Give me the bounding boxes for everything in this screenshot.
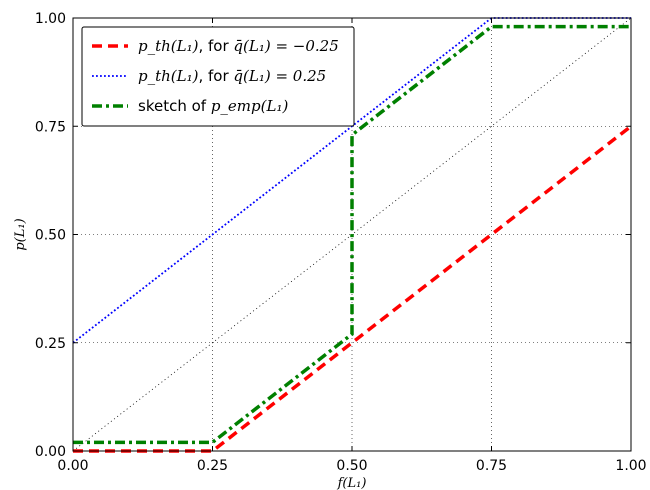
legend-entry-red: p_th(L₁), for q̄(L₁) = −0.25 bbox=[92, 37, 339, 55]
y-tick-label: 1.00 bbox=[35, 11, 66, 27]
y-tick-label: 0.00 bbox=[35, 444, 66, 460]
legend-label-blue: p_th(L₁), for q̄(L₁) = 0.25 bbox=[138, 67, 326, 85]
legend-box bbox=[81, 26, 355, 127]
y-tick-label: 0.25 bbox=[35, 336, 66, 352]
x-tick-label: 0.00 bbox=[57, 458, 88, 474]
x-tick-label: 0.75 bbox=[476, 458, 507, 474]
legend-entry-blue: p_th(L₁), for q̄(L₁) = 0.25 bbox=[92, 67, 326, 85]
x-tick-label: 0.25 bbox=[197, 458, 228, 474]
y-tick-label: 0.75 bbox=[35, 119, 66, 135]
legend: p_th(L₁), for q̄(L₁) = −0.25 p_th(L₁), f… bbox=[81, 26, 355, 127]
axis-ticks: 0.00 0.25 0.50 0.75 1.00 0.00 0.25 0.50 0.75 1.00 bbox=[35, 11, 647, 474]
y-axis-label: p(L₁) bbox=[13, 218, 28, 250]
legend-entry-green: sketch of p_emp(L₁) bbox=[92, 97, 288, 115]
x-tick-label: 1.00 bbox=[615, 458, 646, 474]
reference-diagonal bbox=[72, 17, 632, 452]
x-tick-label: 0.50 bbox=[336, 458, 367, 474]
reference-diagonal-line bbox=[72, 17, 632, 452]
series-line-green-dashdot bbox=[73, 24, 631, 445]
x-axis-label: f(L₁) bbox=[337, 476, 367, 490]
y-tick-label: 0.50 bbox=[35, 228, 66, 244]
legend-label-red: p_th(L₁), for q̄(L₁) = −0.25 bbox=[138, 37, 339, 55]
legend-label-green: sketch of p_emp(L₁) bbox=[138, 97, 288, 115]
